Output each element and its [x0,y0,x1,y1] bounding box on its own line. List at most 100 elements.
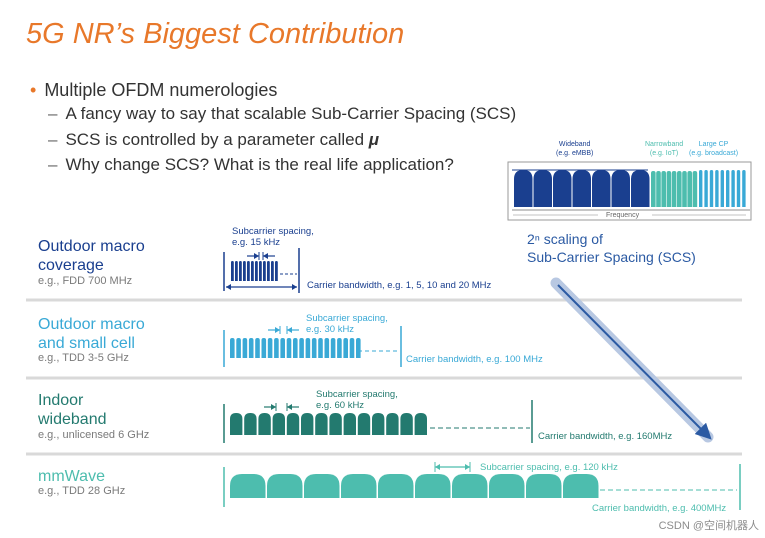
row-smallcell-subcarrier [242,338,248,358]
row-smallcell-title-line2: and small cell [38,335,135,352]
inset-narrowband-lobe [677,171,682,207]
row-smallcell-example: e.g., TDD 3-5 GHz [38,352,129,364]
inset-wideband-subcarriers [512,169,650,207]
inset-narrowband-line1: Narrowband [645,141,684,148]
row-mmwave-subcarrier [452,474,488,498]
sub-bullet-1: – A fancy way to say that scalable Sub-Ca… [48,104,516,124]
inset-narrowband-lobe [666,171,672,207]
row-mmwave-subcarrier [378,474,414,498]
row-indoor-subcarrier [357,413,371,435]
row-smallcell-subcarrier [261,338,267,358]
inset-largecp-lobe [736,170,741,207]
row-mmwave-example: e.g., TDD 28 GHz [38,485,126,497]
inset-largecp-lobe [704,170,708,207]
row-mmwave-spacing-arrow-head-left [435,464,440,470]
inset-largecp-lobe [726,170,730,207]
row-mmwave-subcarrier [415,474,451,498]
inset-largecp-label: Large CP (e.g. broadcast) [689,140,738,158]
row-smallcell-scs-line1: Subcarrier spacing, [306,313,388,324]
inset-wideband-line1: Wideband [558,141,591,148]
row-macro-scs-line2: e.g. 15 kHz [232,237,281,248]
row-indoor-scs-line1: Subcarrier spacing, [316,389,398,400]
row-smallcell-subcarrier [255,338,260,358]
inset-wideband-lobe [592,170,611,207]
numerology-rows [223,248,741,510]
inset-narrowband-lobe [671,171,677,207]
row-smallcell-scs-label: Subcarrier spacing, e.g. 30 kHz [306,313,388,335]
row-smallcell-subcarrier [299,338,304,358]
slide-title: 5G NR’s Biggest Contribution [26,18,405,50]
inset-narrowband-lobe [692,171,698,207]
row-smallcell-subcarrier [293,338,298,358]
scaling-label-line2: Sub-Carrier Spacing (SCS) [527,249,696,265]
row-smallcell-subcarrier [236,338,241,358]
row-indoor-spacing-arrow-left-head [271,404,276,410]
row-macro-subcarrier [251,261,254,281]
inset-narrowband-lobe [682,171,687,207]
row-indoor-subcarrier [315,413,328,435]
row-macro-bandwidth-label: Carrier bandwidth, e.g. 1, 5, 10 and 20 … [307,280,492,291]
row-mmwave-spacing-arrow-head-right [465,464,470,470]
inset-largecp-lobe [742,170,746,207]
row-macro-subcarrier [259,261,262,281]
row-macro-title-line2: coverage [38,257,104,274]
sub-bullet-3: – Why change SCS? What is the real life a… [48,155,454,175]
row-indoor-title: Indoor wideband [38,391,107,429]
row-indoor-spacing-arrow-right-head [287,404,292,410]
row-macro-title-line1: Outdoor macro [38,238,145,255]
inset-largecp-lobe [699,170,703,207]
row-indoor-subcarrier [414,413,427,435]
inset-narrowband-lobe [656,171,661,207]
row-macro-subcarrier [231,261,234,281]
row-smallcell-subcarrier [305,338,311,358]
row-macro-bandwidth-arrow-head-left [226,284,231,290]
row-indoor-example: e.g., unlicensed 6 GHz [38,429,150,441]
row-mmwave-title: mmWave [38,467,105,486]
row-macro-scs-label: Subcarrier spacing, e.g. 15 kHz [232,226,314,248]
main-bullet-text: Multiple OFDM numerologies [44,80,278,100]
inset-wideband-line2: (e.g. eMBB) [556,150,594,157]
row-indoor-subcarrier [343,413,356,435]
inset-wideband-label: Wideband (e.g. eMBB) [556,140,593,158]
row-mmwave-subcarrier [341,474,377,498]
inset-wideband-lobe [631,170,650,207]
row-mmwave-scs-label: Subcarrier spacing, e.g. 120 kHz [480,462,618,473]
row-macro-title: Outdoor macro coverage [38,237,145,275]
row-indoor-subcarrier [400,413,413,435]
row-smallcell-title: Outdoor macro and small cell [38,315,145,353]
inset-wideband-lobe [533,170,552,207]
row-indoor-subcarrier [372,413,385,435]
inset-wideband-lobe [514,170,533,207]
inset-narrowband-lobe [661,171,666,207]
dash-marker: – [48,155,58,174]
row-smallcell-subcarrier [248,338,254,358]
inset-largecp-lobe [709,170,714,207]
row-indoor-bandwidth-label: Carrier bandwidth, e.g. 160MHz [538,431,673,442]
row-smallcell-spacing-arrow-left-head [275,327,280,333]
row-macro-bandwidth-arrow-head-right [292,284,297,290]
row-smallcell-subcarrier [356,338,361,358]
sub-bullet-1-text: A fancy way to say that scalable Sub-Car… [65,104,517,123]
inset-narrowband-lobe [651,171,656,207]
scaling-arrow [557,284,712,440]
row-macro-subcarrier [239,261,242,281]
row-indoor-subcarrier [301,413,314,435]
row-indoor-subcarrier [230,413,243,435]
row-macro-spacing-arrow-left-head [254,253,259,259]
row-mmwave-subcarrier [304,474,340,498]
row-smallcell-spacing-arrow-right-head [287,327,292,333]
dash-marker: – [48,104,58,123]
sub-bullet-2-text: SCS is controlled by a parameter called [65,130,369,149]
sub-bullet-3-text: Why change SCS? What is the real life ap… [65,155,454,174]
row-macro-subcarrier [235,261,238,281]
inset-narrowband-lobe [687,171,692,207]
row-macro-subcarrier [267,261,270,281]
row-indoor-subcarrier [258,413,271,435]
row-smallcell-subcarrier [230,338,235,358]
row-macro-example: e.g., FDD 700 MHz [38,275,133,287]
row-smallcell-subcarrier [267,338,273,358]
row-indoor-subcarrier [386,413,399,435]
row-indoor-subcarrier [272,413,285,435]
row-smallcell-subcarrier [274,338,279,358]
row-smallcell-subcarrier [311,338,317,358]
